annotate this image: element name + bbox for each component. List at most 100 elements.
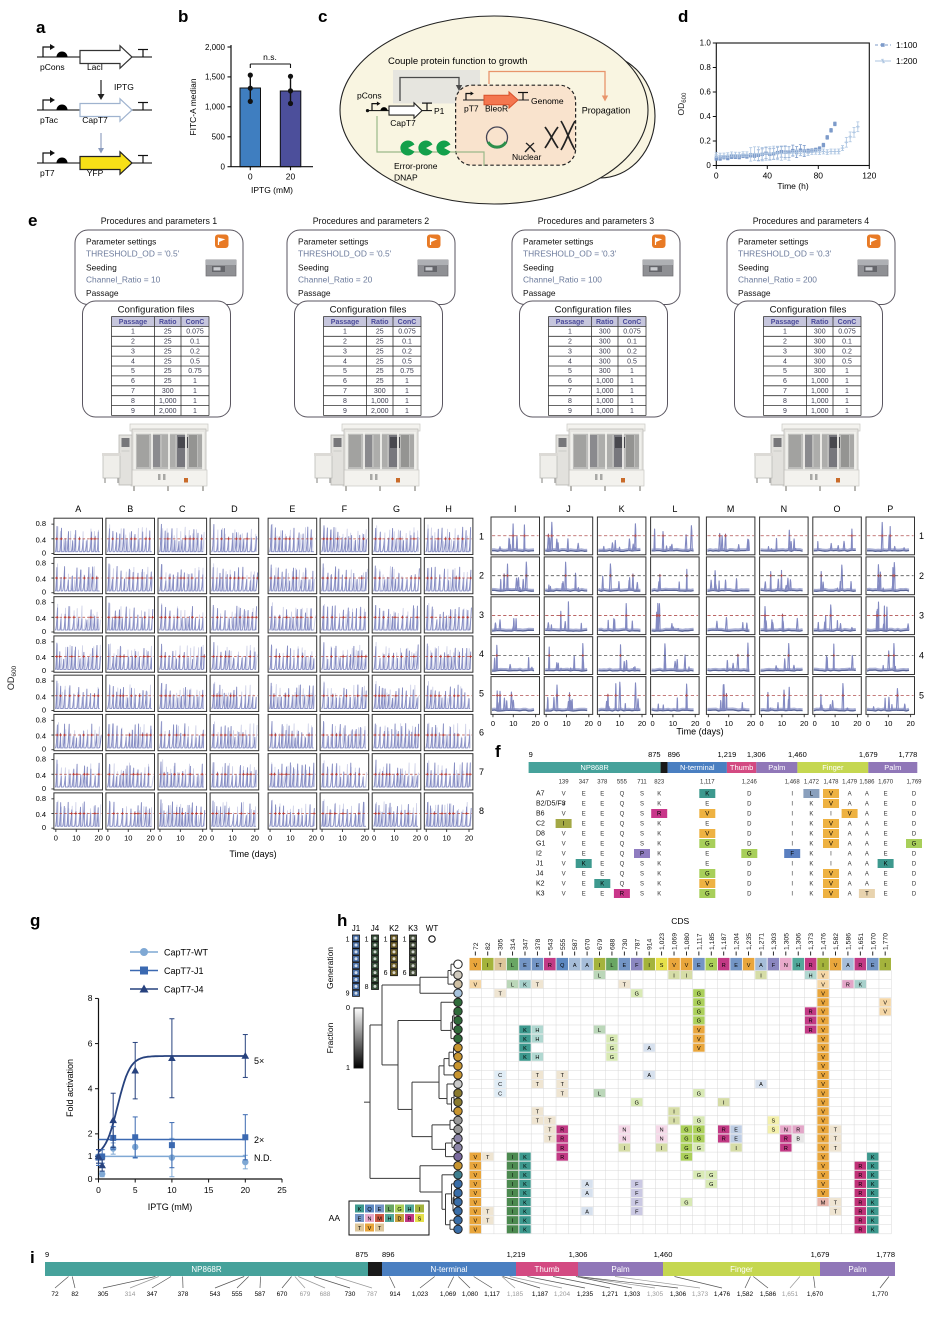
svg-text:V: V	[829, 802, 833, 808]
svg-text:Palm: Palm	[611, 1265, 630, 1274]
svg-text:300: 300	[599, 339, 611, 346]
svg-text:E: E	[600, 872, 604, 878]
svg-text:FITC-A median: FITC-A median	[188, 78, 198, 135]
svg-text:Procedures and parameters 1: Procedures and parameters 1	[101, 216, 217, 226]
svg-text:0.4: 0.4	[36, 535, 46, 544]
svg-text:H: H	[388, 1216, 392, 1222]
svg-text:F: F	[790, 852, 794, 858]
svg-text:V: V	[368, 1226, 372, 1232]
svg-text:10: 10	[167, 1185, 177, 1195]
svg-text:G: G	[697, 991, 701, 997]
svg-text:c: c	[318, 7, 327, 26]
svg-text:Propagation: Propagation	[582, 106, 631, 116]
svg-text:25: 25	[376, 329, 384, 336]
svg-text:Fold activation: Fold activation	[65, 1059, 75, 1117]
svg-text:0: 0	[42, 588, 46, 597]
svg-text:0.1: 0.1	[842, 339, 852, 346]
svg-text:K: K	[582, 862, 586, 868]
svg-text:F: F	[342, 504, 348, 514]
svg-text:1,303: 1,303	[771, 933, 778, 950]
svg-text:1: 1	[845, 388, 849, 395]
svg-text:1: 1	[343, 329, 347, 336]
svg-text:S: S	[640, 872, 644, 878]
svg-text:1,306: 1,306	[569, 1250, 588, 1259]
svg-text:K: K	[523, 982, 527, 988]
svg-text:J4: J4	[536, 871, 544, 878]
svg-text:E: E	[582, 892, 586, 898]
svg-text:1,373: 1,373	[692, 1291, 709, 1298]
svg-text:0: 0	[759, 719, 763, 728]
svg-text:V: V	[473, 1191, 477, 1197]
svg-text:H: H	[535, 1055, 539, 1061]
svg-text:1: 1	[365, 937, 369, 944]
svg-text:0: 0	[372, 834, 376, 843]
svg-text:1: 1	[479, 531, 484, 541]
svg-text:Thumb: Thumb	[535, 1265, 560, 1274]
svg-text:V: V	[562, 862, 566, 868]
svg-text:6: 6	[479, 728, 484, 738]
svg-text:1,000: 1,000	[596, 378, 614, 385]
svg-text:V: V	[705, 832, 709, 838]
svg-text:9: 9	[343, 408, 347, 415]
svg-text:R: R	[560, 1155, 564, 1161]
svg-text:Seeding: Seeding	[298, 263, 329, 273]
svg-text:5×: 5×	[254, 1056, 264, 1066]
svg-text:1,271: 1,271	[758, 933, 765, 950]
svg-text:V: V	[562, 812, 566, 818]
svg-text:i: i	[30, 1248, 35, 1267]
svg-text:S: S	[660, 963, 664, 969]
svg-text:D: D	[398, 1216, 402, 1222]
svg-text:G: G	[709, 963, 713, 969]
svg-text:120: 120	[862, 171, 876, 181]
svg-text:10: 10	[884, 719, 892, 728]
svg-text:P: P	[887, 504, 893, 514]
svg-text:E: E	[600, 832, 604, 838]
svg-text:Q: Q	[620, 882, 625, 888]
svg-text:S: S	[640, 882, 644, 888]
svg-text:Generation: Generation	[325, 947, 335, 989]
svg-text:J1: J1	[352, 924, 361, 933]
svg-text:Configuration files: Configuration files	[555, 305, 632, 316]
svg-text:N: N	[784, 1128, 788, 1134]
svg-text:CapT7-WT: CapT7-WT	[164, 948, 209, 958]
svg-text:1,000: 1,000	[811, 378, 829, 385]
svg-text:V: V	[829, 892, 833, 898]
svg-text:1: 1	[783, 329, 787, 336]
svg-text:G: G	[684, 1146, 688, 1152]
svg-text:8: 8	[88, 993, 93, 1003]
svg-text:E: E	[582, 852, 586, 858]
svg-text:20: 20	[199, 834, 207, 843]
svg-text:R: R	[858, 1164, 862, 1170]
svg-text:D: D	[912, 892, 917, 898]
svg-text:R: R	[560, 1128, 564, 1134]
svg-text:1,373: 1,373	[808, 933, 815, 950]
svg-text:1,778: 1,778	[876, 1250, 895, 1259]
svg-text:S: S	[640, 792, 644, 798]
svg-text:314: 314	[510, 938, 517, 950]
svg-text:2: 2	[131, 339, 135, 346]
svg-text:Channel_Ratio = 10: Channel_Ratio = 10	[86, 275, 161, 285]
svg-text:1,586: 1,586	[845, 933, 852, 950]
svg-text:G: G	[697, 1146, 701, 1152]
svg-text:0: 0	[210, 834, 214, 843]
svg-text:N: N	[368, 1216, 372, 1222]
svg-text:0.8: 0.8	[36, 598, 46, 607]
svg-text:O: O	[834, 504, 841, 514]
svg-text:10: 10	[442, 834, 450, 843]
svg-text:V: V	[829, 882, 833, 888]
svg-text:V: V	[829, 792, 833, 798]
svg-text:1,303: 1,303	[624, 1291, 641, 1298]
svg-text:K: K	[657, 822, 661, 828]
svg-text:10: 10	[831, 719, 839, 728]
svg-text:C2: C2	[536, 821, 545, 828]
svg-text:R: R	[858, 1228, 862, 1234]
svg-text:20: 20	[286, 172, 296, 182]
svg-text:V: V	[829, 832, 833, 838]
svg-text:0: 0	[42, 627, 46, 636]
svg-text:E: E	[582, 802, 586, 808]
svg-text:N: N	[781, 504, 788, 514]
svg-text:A: A	[848, 852, 852, 858]
svg-text:3: 3	[131, 348, 135, 355]
svg-text:E: E	[600, 852, 604, 858]
svg-text:R: R	[560, 1137, 564, 1143]
